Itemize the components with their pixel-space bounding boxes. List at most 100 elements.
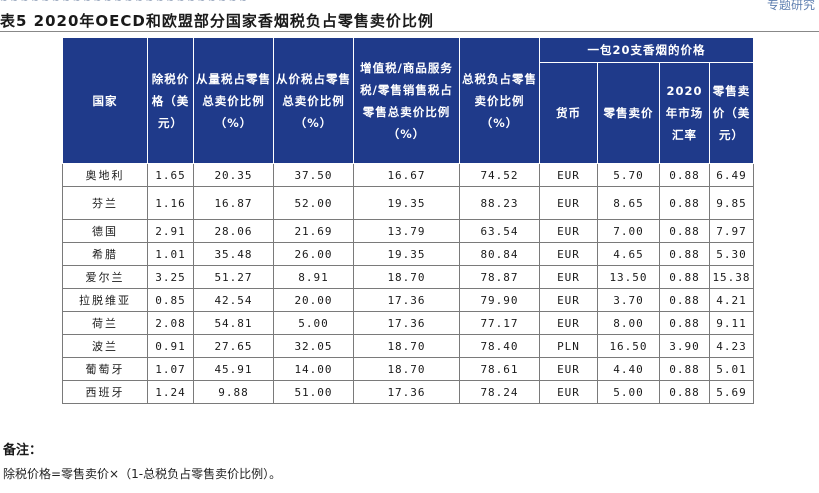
- cell-fx: 0.88: [659, 380, 710, 404]
- table-row: 波兰 0.91 27.65 32.05 18.70 78.40 PLN 16.50 3.90 4.…: [62, 334, 754, 358]
- notes-title: 备注：: [3, 443, 43, 458]
- cell-pretax: 0.91: [147, 334, 194, 358]
- tax-share-table: 国家 除税价格（美元） 从量税占零售总卖价比例（%） 从价税占零售总卖价比例（%…: [62, 37, 754, 404]
- table-row: 德国 2.91 28.06 21.69 13.79 63.54 EUR 7.00 0.88 7.9…: [62, 219, 754, 243]
- cell-pretax: 1.24: [147, 380, 194, 404]
- table-row: 荷兰 2.08 54.81 5.00 17.36 77.17 EUR 8.00 0.88 9.11: [62, 311, 754, 335]
- cell-currency: PLN: [539, 334, 598, 358]
- header-retail-price-usd: 零售卖价（美元）: [709, 62, 754, 164]
- table-body: 奥地利 1.65 20.35 37.50 16.67 74.52 EUR 5.70 0.88 6.…: [62, 163, 754, 404]
- cell-price: 4.40: [597, 357, 660, 381]
- cell-specific: 16.87: [193, 186, 274, 220]
- cell-specific: 54.81: [193, 311, 274, 335]
- cell-total: 77.17: [459, 311, 540, 335]
- header-pack-price-group: 一包20支香烟的价格: [539, 37, 754, 63]
- cell-vat: 17.36: [353, 288, 460, 312]
- cell-usd: 9.11: [709, 311, 754, 335]
- cell-currency: EUR: [539, 357, 598, 381]
- cell-vat: 19.35: [353, 186, 460, 220]
- cell-fx: 0.88: [659, 242, 710, 266]
- cell-advalorem: 14.00: [273, 357, 354, 381]
- cell-usd: 15.38: [709, 265, 754, 289]
- cell-vat: 19.35: [353, 242, 460, 266]
- cell-price: 13.50: [597, 265, 660, 289]
- table-row: 希腊 1.01 35.48 26.00 19.35 80.84 EUR 4.65 0.88 5.3…: [62, 242, 754, 266]
- cell-country: 芬兰: [62, 186, 148, 220]
- page-header-strip: ~ ~ ~ ~ ~ ~ ~ ~ ~ ~ ~ ~ ~ ~ ~ ~ ~ ~ ~ ~ …: [0, 0, 819, 12]
- cell-fx: 0.88: [659, 288, 710, 312]
- cell-country: 葡萄牙: [62, 357, 148, 381]
- header-specific-tax-share: 从量税占零售总卖价比例（%）: [193, 37, 274, 164]
- cell-pretax: 2.91: [147, 219, 194, 243]
- cell-specific: 35.48: [193, 242, 274, 266]
- cell-vat: 16.67: [353, 163, 460, 187]
- cell-country: 西班牙: [62, 380, 148, 404]
- cell-pretax: 1.07: [147, 357, 194, 381]
- cell-usd: 5.01: [709, 357, 754, 381]
- cell-total: 78.61: [459, 357, 540, 381]
- table-row: 爱尔兰 3.25 51.27 8.91 18.70 78.87 EUR 13.50 0.88 15…: [62, 265, 754, 289]
- cell-pretax: 0.85: [147, 288, 194, 312]
- cell-usd: 5.30: [709, 242, 754, 266]
- title-divider: [0, 31, 819, 32]
- cell-fx: 0.88: [659, 357, 710, 381]
- cell-country: 爱尔兰: [62, 265, 148, 289]
- cell-price: 4.65: [597, 242, 660, 266]
- header-pretax-price: 除税价格（美元）: [147, 37, 194, 164]
- cell-specific: 42.54: [193, 288, 274, 312]
- header-vat-share: 增值税/商品服务税/零售销售税占零售总卖价比例（%）: [353, 37, 460, 164]
- cell-country: 拉脱维亚: [62, 288, 148, 312]
- cell-pretax: 3.25: [147, 265, 194, 289]
- cell-vat: 18.70: [353, 357, 460, 381]
- cell-usd: 4.23: [709, 334, 754, 358]
- cell-country: 波兰: [62, 334, 148, 358]
- cell-vat: 18.70: [353, 265, 460, 289]
- table-row: 西班牙 1.24 9.88 51.00 17.36 78.24 EUR 5.00 0.88 5.6…: [62, 380, 754, 404]
- cell-advalorem: 20.00: [273, 288, 354, 312]
- cell-currency: EUR: [539, 380, 598, 404]
- cell-currency: EUR: [539, 163, 598, 187]
- cell-total: 79.90: [459, 288, 540, 312]
- cell-currency: EUR: [539, 265, 598, 289]
- cell-price: 5.00: [597, 380, 660, 404]
- cell-advalorem: 52.00: [273, 186, 354, 220]
- cell-specific: 51.27: [193, 265, 274, 289]
- cell-advalorem: 5.00: [273, 311, 354, 335]
- cell-fx: 0.88: [659, 311, 710, 335]
- cell-pretax: 1.65: [147, 163, 194, 187]
- cell-fx: 0.88: [659, 163, 710, 187]
- cell-advalorem: 8.91: [273, 265, 354, 289]
- cell-price: 8.00: [597, 311, 660, 335]
- cell-currency: EUR: [539, 288, 598, 312]
- cell-currency: EUR: [539, 186, 598, 220]
- notes-text: 除税价格=零售卖价×（1-总税负占零售卖价比例）。: [3, 467, 282, 481]
- cell-advalorem: 32.05: [273, 334, 354, 358]
- cell-pretax: 2.08: [147, 311, 194, 335]
- cell-price: 8.65: [597, 186, 660, 220]
- cell-fx: 0.88: [659, 219, 710, 243]
- table-row: 芬兰 1.16 16.87 52.00 19.35 88.23 EUR 8.65 0.88 9.8…: [62, 186, 754, 220]
- cell-total: 74.52: [459, 163, 540, 187]
- cell-currency: EUR: [539, 219, 598, 243]
- cell-country: 希腊: [62, 242, 148, 266]
- cell-usd: 9.85: [709, 186, 754, 220]
- cell-advalorem: 21.69: [273, 219, 354, 243]
- cell-usd: 6.49: [709, 163, 754, 187]
- cell-country: 德国: [62, 219, 148, 243]
- cell-advalorem: 37.50: [273, 163, 354, 187]
- cell-specific: 28.06: [193, 219, 274, 243]
- cell-total: 88.23: [459, 186, 540, 220]
- cell-currency: EUR: [539, 311, 598, 335]
- cell-fx: 0.88: [659, 265, 710, 289]
- cell-usd: 7.97: [709, 219, 754, 243]
- cell-advalorem: 26.00: [273, 242, 354, 266]
- cell-usd: 5.69: [709, 380, 754, 404]
- cell-usd: 4.21: [709, 288, 754, 312]
- header-retail-price: 零售卖价: [597, 62, 660, 164]
- cell-fx: 0.88: [659, 186, 710, 220]
- header-advalorem-tax-share: 从价税占零售总卖价比例（%）: [273, 37, 354, 164]
- cell-total: 78.87: [459, 265, 540, 289]
- cell-fx: 3.90: [659, 334, 710, 358]
- cell-total: 63.54: [459, 219, 540, 243]
- cell-vat: 17.36: [353, 311, 460, 335]
